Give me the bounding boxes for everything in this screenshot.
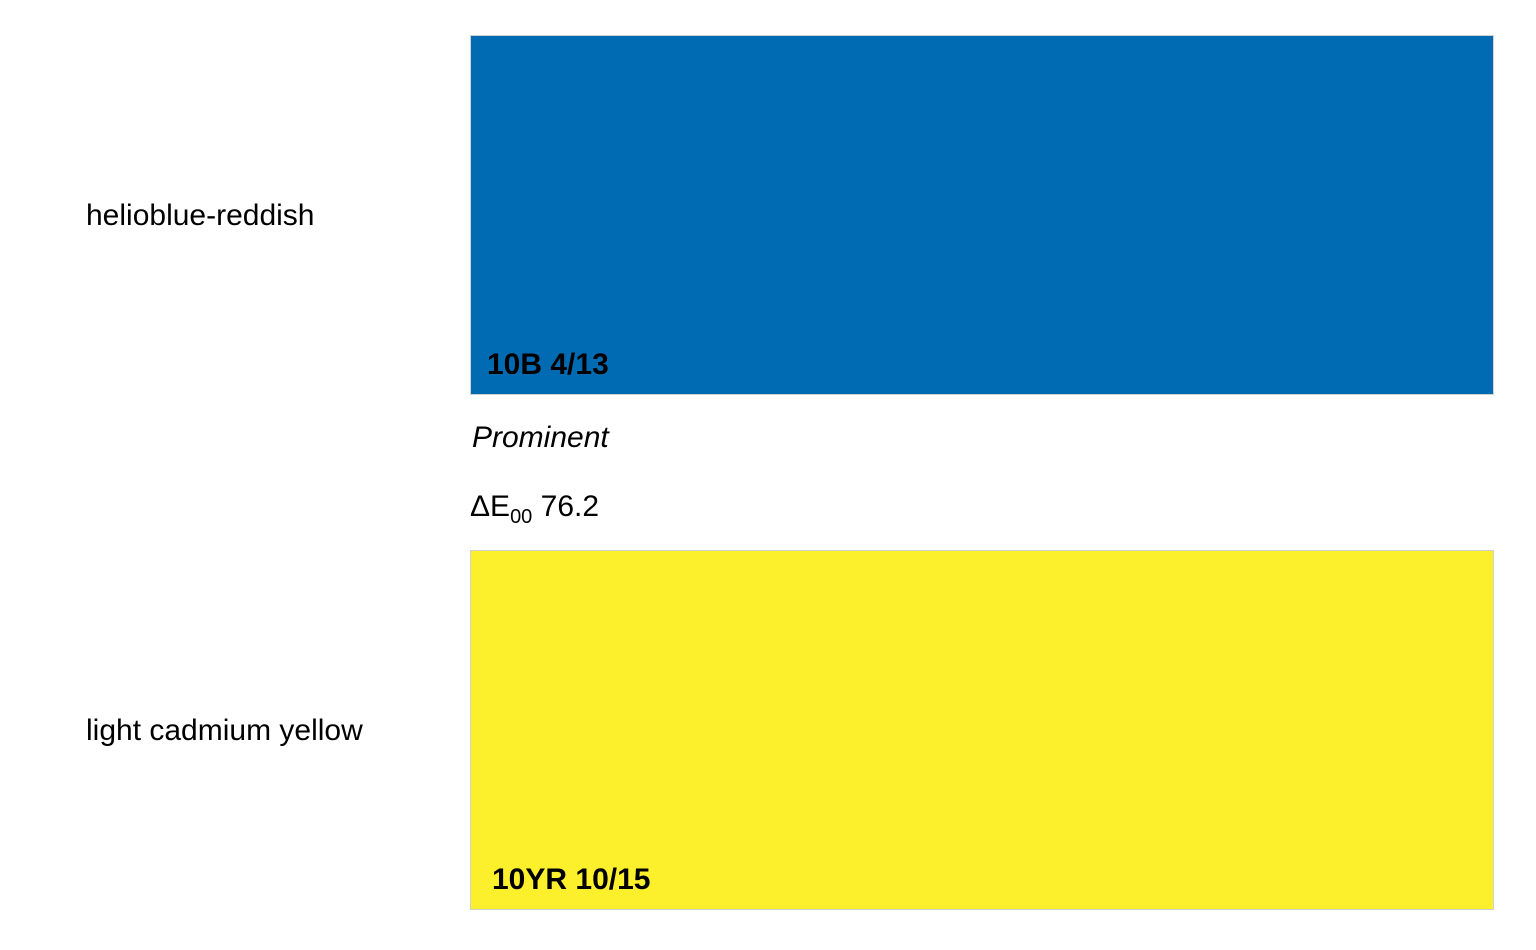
delta-e-symbol: ΔE [470,490,511,523]
munsell-label-1: 10B 4/13 [487,348,609,381]
color-name-2: light cadmium yellow [86,714,363,747]
delta-e-readout: ΔE00 76.2 [470,490,600,528]
difference-verdict: Prominent [472,421,609,454]
color-swatch-2: 10YR 10/15 [470,550,1494,910]
delta-e-value: 76.2 [540,490,600,523]
color-name-1: helioblue-reddish [86,199,315,232]
delta-e-subscript: 00 [510,506,533,528]
munsell-label-2: 10YR 10/15 [492,863,651,896]
color-swatch-1: 10B 4/13 [470,35,1494,395]
